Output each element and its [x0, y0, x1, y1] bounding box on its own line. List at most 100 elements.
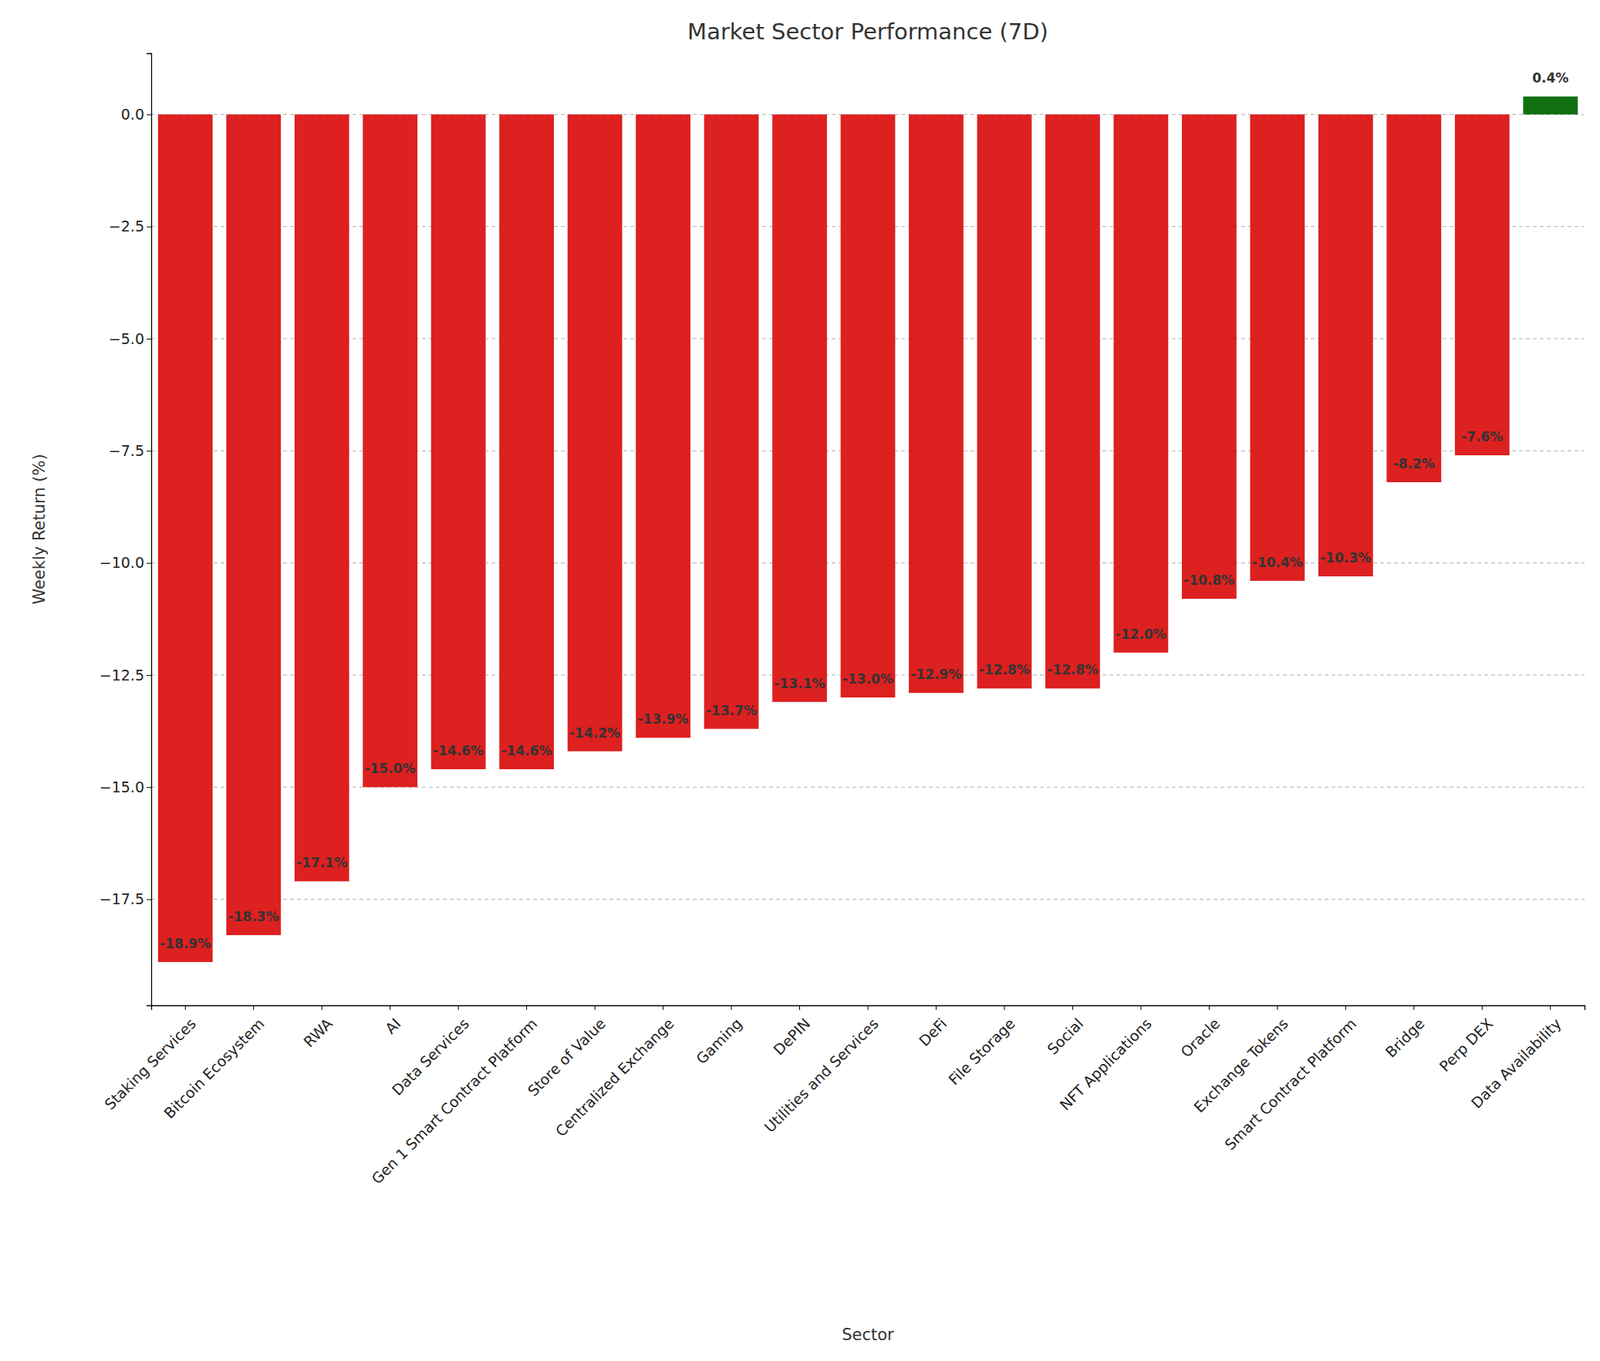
data-label: -13.1%: [774, 675, 826, 692]
x-tick-label: Social: [1043, 1014, 1087, 1057]
data-label: -15.0%: [364, 760, 416, 777]
data-label: -14.6%: [501, 742, 553, 759]
data-labels: -18.9%-18.3%-17.1%-15.0%-14.6%-14.6%-14.…: [159, 70, 1569, 952]
x-tick-label: Utilities and Services: [760, 1014, 882, 1136]
x-tick: Perp DEX: [1435, 1005, 1496, 1075]
chart: -18.9%-18.3%-17.1%-15.0%-14.6%-14.6%-14.…: [0, 0, 1600, 1361]
bar: [772, 114, 828, 702]
x-tick: Oracle: [1177, 1005, 1223, 1061]
data-label: -13.0%: [842, 671, 894, 687]
x-tick-mark: [458, 1005, 460, 1010]
x-tick-mark: [731, 1005, 733, 1010]
y-tick: −17.5: [99, 890, 152, 908]
x-tick: Bridge: [1381, 1005, 1428, 1061]
x-tick: Utilities and Services: [760, 1005, 882, 1136]
x-tick-mark: [1549, 1005, 1551, 1010]
x-tick-label: Smart Contract Platform: [1221, 1014, 1360, 1153]
grid: [151, 114, 1585, 899]
x-tick-label: Centralized Exchange: [551, 1014, 677, 1140]
x-tick-label: DeFi: [915, 1014, 951, 1050]
x-tick-mark: [1481, 1005, 1483, 1010]
data-label: 0.4%: [1532, 70, 1569, 86]
x-tick-label: DePIN: [769, 1014, 814, 1058]
x-tick: DePIN: [769, 1005, 814, 1059]
data-label: -7.6%: [1461, 428, 1503, 445]
y-tick-mark: [146, 899, 152, 901]
x-tick-mark: [1276, 1005, 1278, 1010]
x-tick: Smart Contract Platform: [1221, 1005, 1360, 1154]
x-tick-mark: [799, 1005, 800, 1010]
x-tick: AI: [381, 1005, 405, 1037]
title: Market Sector Performance (7D): [687, 18, 1049, 45]
grid-line: [151, 898, 1585, 900]
x-tick-label: AI: [381, 1014, 405, 1037]
y-axis-title: Weekly Return (%): [30, 453, 49, 605]
y-tick: −2.5: [108, 217, 152, 235]
bar: [1318, 114, 1374, 577]
x-tick-label: Bridge: [1381, 1014, 1428, 1060]
x-tick-mark: [1413, 1005, 1415, 1010]
x-tick: RWA: [300, 1005, 336, 1050]
y-tick-label: −7.5: [108, 442, 145, 460]
x-tick-mark: [1003, 1005, 1005, 1010]
y-tick: −7.5: [108, 442, 152, 460]
x-tick-label: NFT Applications: [1056, 1014, 1155, 1114]
bar: [908, 114, 964, 693]
x-tick-label: Oracle: [1177, 1014, 1223, 1060]
y-tick: −15.0: [99, 778, 152, 796]
x-tick-label: Perp DEX: [1435, 1014, 1496, 1075]
data-label: -14.6%: [432, 742, 484, 759]
bar: [362, 114, 418, 787]
bar: [1113, 114, 1169, 653]
data-label: -10.3%: [1319, 550, 1371, 566]
x-tick: Gaming: [692, 1005, 746, 1067]
x-tick-label: Bitcoin Ecosystem: [160, 1014, 268, 1122]
x-tick-mark: [526, 1005, 527, 1010]
x-tick-label: Data Availability: [1468, 1014, 1565, 1111]
y-tick: 0.0: [121, 105, 152, 123]
x-tick: Data Availability: [1468, 1005, 1565, 1111]
y-tick-mark: [146, 675, 152, 676]
x-tick: Bitcoin Ecosystem: [160, 1005, 268, 1122]
y-axis: −17.5 −15.0 −12.5 −10.0 −7.5 −5.0 −2.5 0.0: [99, 54, 152, 1006]
y-tick-mark: [146, 226, 152, 228]
y-tick-label: −12.5: [99, 665, 145, 683]
x-axis-title: Sector: [841, 1325, 895, 1344]
x-tick-label: Gen 1 Smart Contract Platform: [367, 1014, 541, 1187]
x-tick-mark: [1345, 1005, 1347, 1010]
x-tick: File Storage: [945, 1005, 1019, 1088]
x-tick-mark: [935, 1005, 937, 1010]
y-tick-label: −15.0: [99, 778, 145, 796]
y-tick-mark: [146, 786, 152, 788]
data-label: -18.9%: [159, 935, 211, 952]
bar: [1181, 114, 1237, 599]
bar: [226, 114, 281, 936]
x-tick-label: RWA: [300, 1014, 336, 1050]
x-tick: Social: [1043, 1005, 1087, 1058]
x-tick-label: File Storage: [945, 1014, 1019, 1088]
y-tick-label: −2.5: [108, 217, 145, 235]
y-axis-line: [146, 54, 152, 1006]
x-tick-mark: [389, 1005, 391, 1010]
data-label: -13.7%: [705, 702, 757, 719]
y-tick-mark: [146, 563, 152, 564]
bar: [1386, 114, 1442, 483]
x-tick: Centralized Exchange: [551, 1005, 677, 1140]
y-tick-mark: [146, 338, 152, 340]
y-tick-mark: [146, 114, 152, 115]
data-label: -12.9%: [910, 666, 962, 682]
x-axis: Staking ServicesBitcoin EcosystemRWAAIDa…: [101, 1005, 1585, 1188]
y-tick-label: −5.0: [108, 330, 145, 348]
y-tick-label: 0.0: [121, 105, 145, 123]
bar: [1045, 114, 1101, 689]
data-label: -17.1%: [296, 854, 348, 871]
data-label: -14.2%: [569, 725, 621, 741]
y-tick-label: −10.0: [99, 553, 145, 571]
data-label: -12.8%: [978, 661, 1030, 678]
x-axis-line: [151, 1005, 1586, 1011]
data-label: -12.0%: [1115, 626, 1167, 642]
bar: [977, 114, 1033, 689]
x-tick: NFT Applications: [1056, 1005, 1155, 1114]
data-label: -8.2%: [1393, 455, 1435, 472]
x-tick-mark: [185, 1005, 186, 1010]
